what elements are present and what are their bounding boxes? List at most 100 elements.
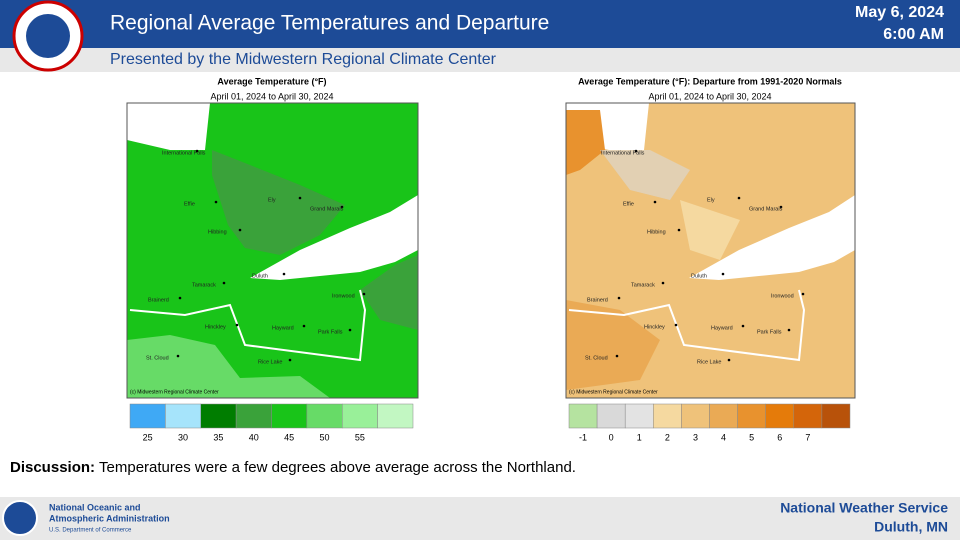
city-label: Brainerd <box>148 297 169 303</box>
title: Regional Average Temperatures and Depart… <box>110 12 549 35</box>
map-period: April 01, 2024 to April 30, 2024 <box>648 91 771 101</box>
credit: (c) Midwestern Regional Climate Center <box>569 389 658 395</box>
time: 6:00 AM <box>883 26 944 43</box>
region-dark <box>212 150 345 255</box>
region-light <box>127 335 330 398</box>
city-label: Grand Marais <box>749 206 783 212</box>
city-label: Hayward <box>272 325 294 331</box>
city-label: Hinckley <box>205 324 226 330</box>
credit: (c) Midwestern Regional Climate Center <box>130 389 219 395</box>
map-right <box>565 102 856 399</box>
region-cool <box>680 200 740 260</box>
legend-swatch <box>235 403 272 429</box>
city-dot <box>282 272 286 276</box>
legend-swatch <box>737 403 766 429</box>
subtitle-band <box>0 48 960 72</box>
discussion: Discussion: Temperatures were a few degre… <box>10 459 576 476</box>
city-dot <box>222 281 226 285</box>
city-dot <box>779 205 783 209</box>
nws-logo-inner <box>26 14 70 58</box>
city-dot <box>741 324 745 328</box>
city-label: Ely <box>707 197 715 203</box>
city-label: Tamarack <box>631 282 655 288</box>
location: Duluth, MN <box>874 519 948 535</box>
legend-label: 40 <box>249 432 259 442</box>
subtitle: Presented by the Midwestern Regional Cli… <box>110 51 497 68</box>
city-label: International Falls <box>162 150 206 156</box>
region-dark2 <box>360 255 418 330</box>
region-warm <box>566 110 605 175</box>
city-dot <box>615 354 619 358</box>
legend-swatch <box>377 403 414 429</box>
legend-swatch <box>200 403 237 429</box>
city-label: International Falls <box>601 150 645 156</box>
legend-swatch <box>821 403 851 429</box>
map-left <box>126 102 419 399</box>
city-dot <box>235 323 239 327</box>
city-dot <box>298 196 302 200</box>
legend-label: 0 <box>609 432 614 442</box>
city-dot <box>214 200 218 204</box>
legend-label: 1 <box>637 432 642 442</box>
city-dot <box>634 149 638 153</box>
legend-label: 45 <box>284 432 294 442</box>
city-label: Ironwood <box>332 293 355 299</box>
city-dot <box>238 228 242 232</box>
map-title: Average Temperature (°F): Departure from… <box>578 76 842 86</box>
city-dot <box>787 328 791 332</box>
legend-swatch <box>793 403 823 429</box>
legend-swatch <box>271 403 308 429</box>
legend-swatch <box>681 403 710 429</box>
city-dot <box>661 281 665 285</box>
legend-label: 30 <box>178 432 188 442</box>
region-warmer <box>566 300 660 390</box>
discussion-text: Temperatures were a few degrees above av… <box>99 459 576 476</box>
legend-swatch <box>765 403 795 429</box>
footer-band <box>0 497 960 540</box>
city-label: Hibbing <box>647 229 666 235</box>
city-dot <box>178 296 182 300</box>
agency: National Oceanic and <box>49 502 141 512</box>
legend-swatch <box>709 403 738 429</box>
city-dot <box>362 292 366 296</box>
city-label: Hayward <box>711 325 733 331</box>
office: National Weather Service <box>780 500 948 516</box>
legend-swatch <box>165 403 201 429</box>
header-band <box>0 0 960 48</box>
city-label: Hibbing <box>208 229 227 235</box>
legend-swatch <box>306 403 343 429</box>
legend-swatch <box>624 403 654 429</box>
legend-label: 50 <box>320 432 330 442</box>
legend-label: 5 <box>749 432 754 442</box>
city-label: Rice Lake <box>258 359 282 365</box>
map-frame <box>565 102 856 399</box>
city-label: Tamarack <box>192 282 216 288</box>
legend-label: 35 <box>213 432 223 442</box>
agency: Atmospheric Administration <box>49 513 170 523</box>
legend-label: 4 <box>721 432 726 442</box>
city-dot <box>176 354 180 358</box>
date: May 6, 2024 <box>855 4 944 21</box>
city-label: Park Falls <box>757 329 782 335</box>
legend-label: 25 <box>143 432 153 442</box>
legend-label: 55 <box>355 432 365 442</box>
city-label: Rice Lake <box>697 359 721 365</box>
city-dot <box>801 292 805 296</box>
map-frame <box>126 102 419 399</box>
legend-label: 3 <box>693 432 698 442</box>
city-label: Park Falls <box>318 329 343 335</box>
legend-label: -1 <box>579 432 587 442</box>
cwa-boundary <box>129 289 367 362</box>
legend-swatch <box>568 403 598 429</box>
city-label: St. Cloud <box>585 355 608 361</box>
city-dot <box>288 358 292 362</box>
city-dot <box>195 149 199 153</box>
department: U.S. Department of Commerce <box>49 528 132 534</box>
legend-swatch <box>596 403 626 429</box>
legend-label: 6 <box>777 432 782 442</box>
city-label: Brainerd <box>587 297 608 303</box>
region-neutral <box>600 150 690 200</box>
city-dot <box>617 296 621 300</box>
lake-superior <box>250 103 418 280</box>
